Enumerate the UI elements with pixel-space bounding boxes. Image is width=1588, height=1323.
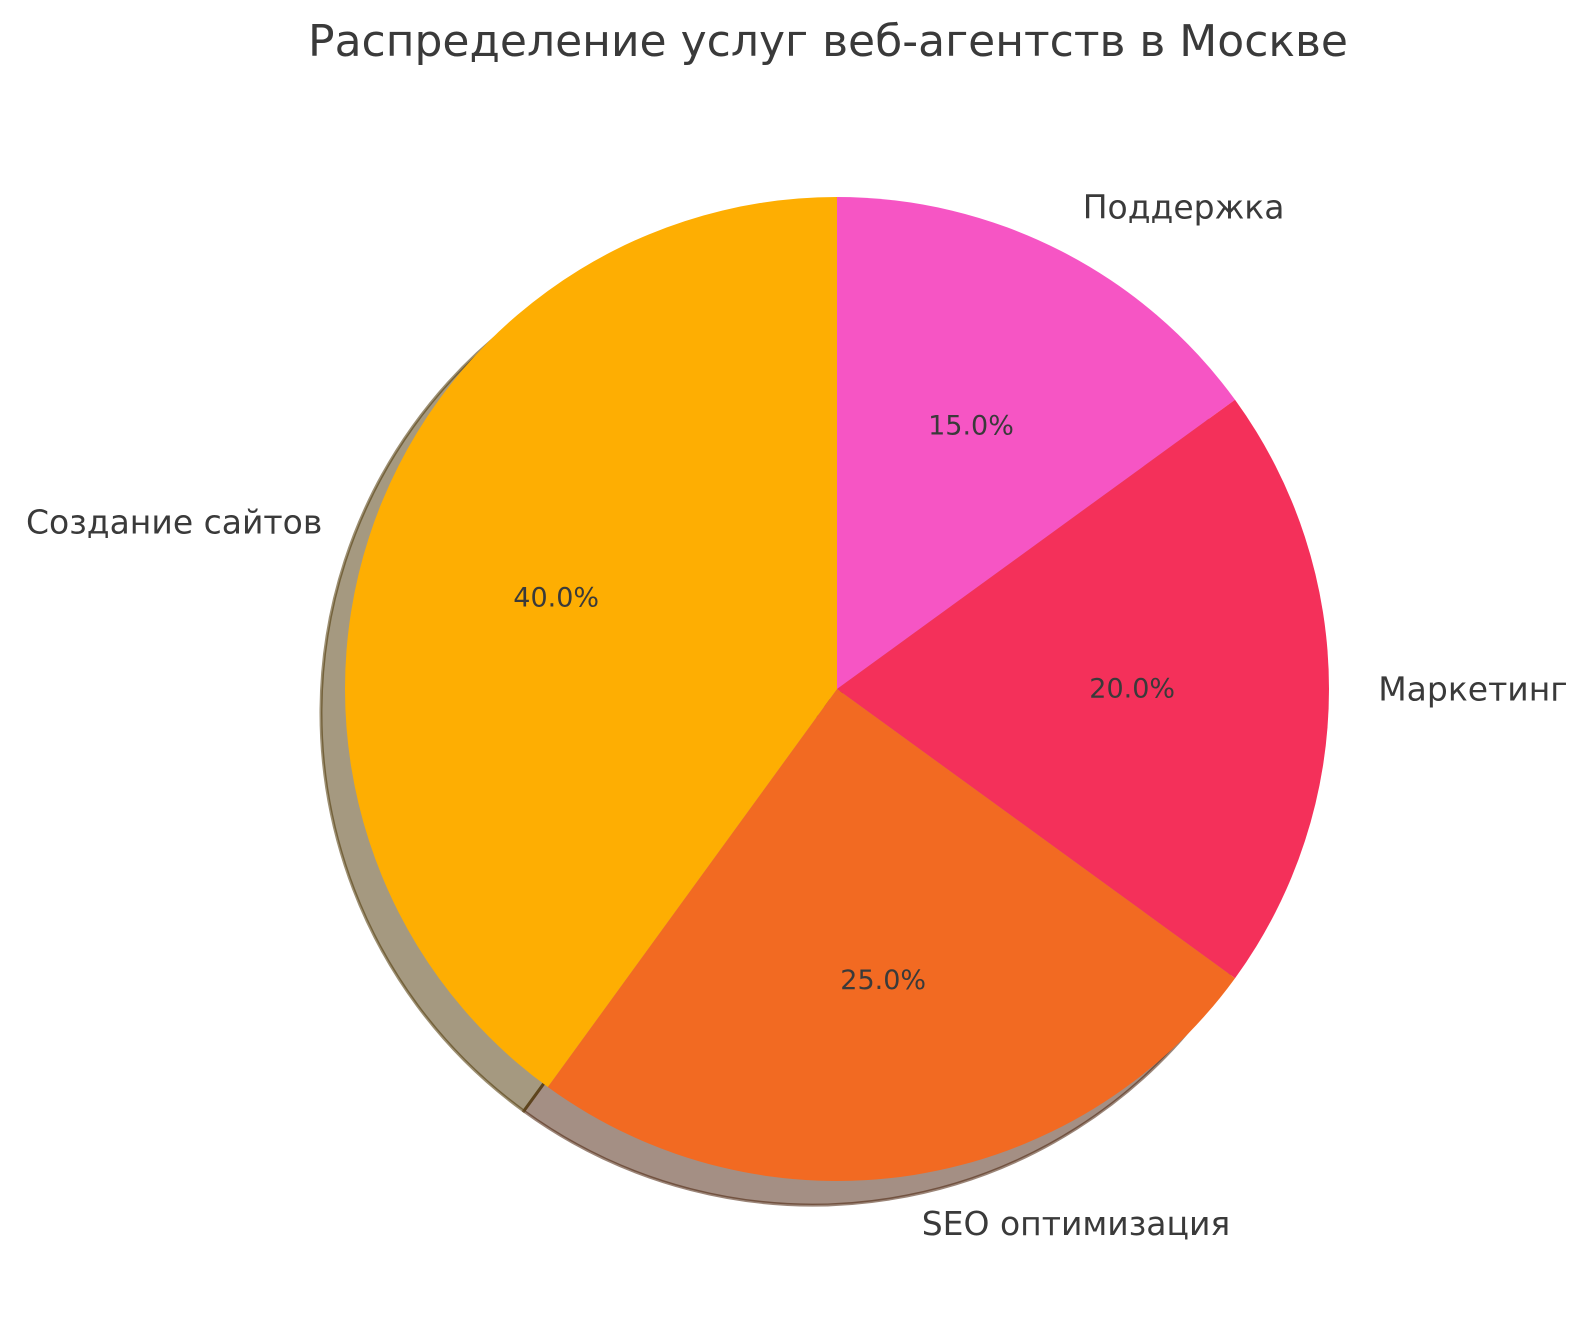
slice-label-1: Маркетинг [1378,670,1567,709]
slice-label-2: SEO оптимизация [922,1204,1231,1243]
pct-label-2: 25.0% [840,965,926,996]
pct-label-0: 15.0% [928,411,1014,442]
pie-labels: Поддержка 15.0% Маркетинг 20.0% SEO оптимиза… [26,187,1568,1243]
slice-label-3: Создание сайтов [26,502,322,541]
pie-slice-3 [344,197,837,1088]
slice-label-0: Поддержка [1083,187,1285,226]
pie-slice-2 [547,689,1236,1182]
pct-label-3: 40.0% [513,582,599,613]
pie-slice-1 [837,399,1330,979]
chart-title: Распределение услуг веб-агентств в Москв… [308,16,1348,67]
pie-slice-0 [837,197,1236,689]
pie-slices [344,197,1330,1182]
pct-label-1: 20.0% [1089,674,1175,705]
